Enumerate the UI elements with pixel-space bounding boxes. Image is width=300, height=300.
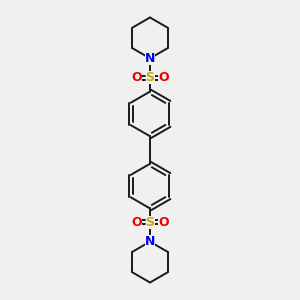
Text: O: O [158, 71, 169, 84]
Text: S: S [146, 216, 154, 229]
Text: N: N [145, 235, 155, 248]
Text: O: O [131, 216, 142, 229]
Text: N: N [145, 52, 155, 65]
Text: S: S [146, 71, 154, 84]
Text: O: O [158, 216, 169, 229]
Text: O: O [131, 71, 142, 84]
